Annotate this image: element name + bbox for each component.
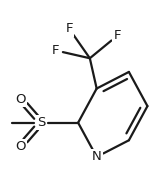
Text: O: O (15, 140, 26, 153)
Text: O: O (15, 93, 26, 106)
Text: F: F (113, 29, 121, 42)
Text: F: F (66, 22, 73, 35)
Text: S: S (37, 116, 45, 129)
Text: N: N (92, 150, 102, 163)
Text: F: F (52, 44, 59, 57)
